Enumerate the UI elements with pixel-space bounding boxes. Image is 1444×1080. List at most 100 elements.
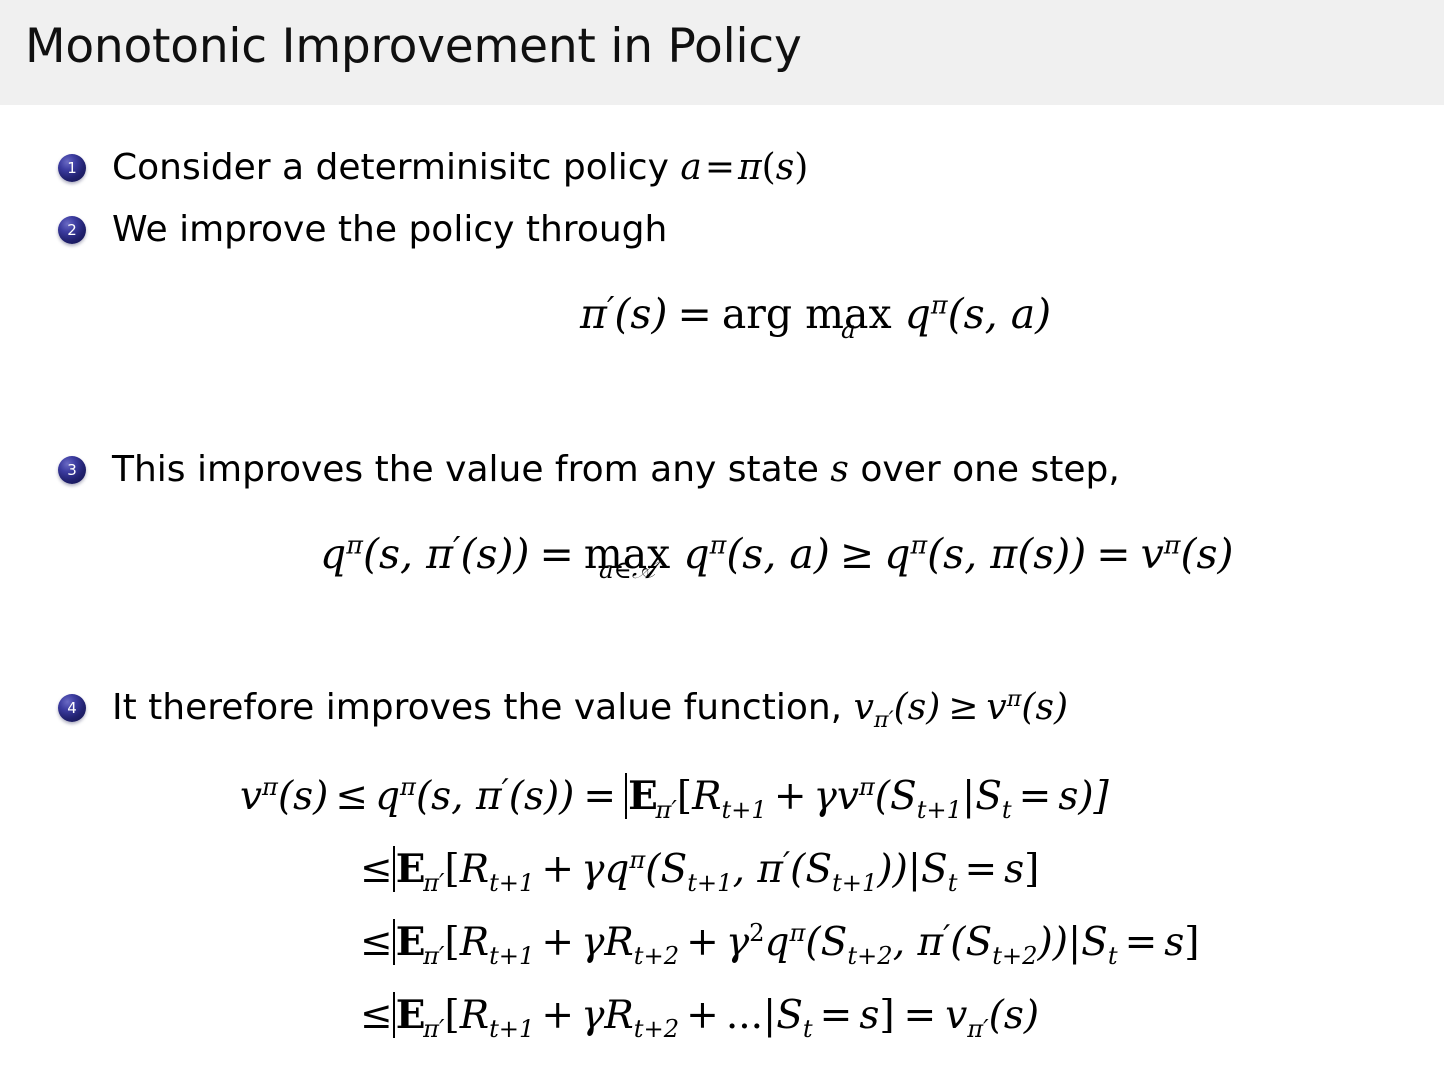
- d1-S1: S: [889, 774, 917, 819]
- d3-plus1: +: [541, 920, 575, 965]
- d3-open: (: [805, 920, 821, 965]
- eq1-equals: =: [677, 290, 712, 339]
- list-item: 1 Consider a determinisitc policy a=π(s): [58, 145, 808, 191]
- d3-lbrack: [: [444, 920, 460, 965]
- eq1-rparen: ): [651, 290, 668, 339]
- d1-v-sup-pi: π: [262, 773, 278, 801]
- list-item: 2 We improve the policy through: [58, 207, 667, 253]
- d4-v-sub-pi: π: [967, 1014, 984, 1043]
- d4-v: v: [945, 993, 968, 1038]
- deriv-line-3: ≤Eπ′[Rt+1 + γRt+2 + γ2qπ(St+2, π′(St+2))|St =…: [360, 919, 1199, 968]
- eq2-v-superscript-pi: π: [1163, 529, 1181, 560]
- d1-S2: S: [975, 774, 1002, 819]
- eq1-q-args: (s, a): [947, 290, 1052, 339]
- d1-pi: π: [475, 774, 502, 819]
- d1-plus: +: [773, 774, 807, 819]
- d3-equals: =: [1124, 920, 1158, 965]
- d2-expectation-icon: E: [392, 846, 425, 892]
- bullet-4-s1: s: [907, 687, 927, 728]
- d3-S3: S: [1081, 920, 1108, 965]
- bullet-4-v1-subscript: π′: [873, 707, 894, 734]
- eq2-inner2: (s)): [1017, 530, 1087, 579]
- eq1-max-limit: a: [841, 315, 856, 345]
- d1-S2-sub: t: [1001, 795, 1012, 824]
- d1-R: R: [692, 774, 722, 819]
- d1-prime: ′: [501, 773, 509, 810]
- d1-q-sup-pi: π: [400, 773, 416, 801]
- eq2-q1: q: [320, 530, 347, 579]
- d1-equals2: =: [1018, 774, 1052, 819]
- d4-s: s: [859, 993, 880, 1038]
- eq1-prime: ′: [606, 290, 615, 328]
- eq2-geq: ≥: [839, 530, 875, 579]
- eq1-arg: arg: [721, 290, 793, 339]
- eq2-max-limit-in: ∈: [613, 555, 632, 585]
- d2-q: q: [604, 847, 630, 892]
- eq2-v: v: [1140, 530, 1164, 579]
- d1-s3: s: [523, 774, 544, 819]
- d4-exp-sub: π′: [423, 1015, 444, 1043]
- d3-S3-sub: t: [1107, 941, 1118, 970]
- d4-R2: R: [604, 993, 634, 1038]
- d3-close2: )): [1037, 920, 1068, 965]
- d4-R2-sub: t+2: [633, 1014, 680, 1043]
- d4-bar: |: [763, 993, 777, 1038]
- eq2-q1-superscript-pi: π: [346, 529, 363, 560]
- bullet-1-math-s: s: [775, 147, 795, 188]
- d1-gamma: γ: [813, 774, 837, 819]
- d3-S2-sub: t+2: [992, 941, 1038, 970]
- page-title: Monotonic Improvement in Policy: [25, 19, 802, 74]
- bullet-3-label-part2: over one step,: [860, 449, 1120, 490]
- d1-bar: |: [962, 774, 976, 819]
- d2-s: s: [1004, 847, 1025, 892]
- d1-s4: s: [1058, 774, 1079, 819]
- bullet-4-v2: v: [986, 687, 1007, 728]
- d2-lbrack: [: [444, 847, 460, 892]
- equation-policy-improvement-argmax: π′(s) = arg max a qπ(s, a): [580, 289, 1052, 344]
- eq2-inner: (s)): [460, 530, 530, 579]
- bullet-badge-1: 1: [58, 154, 86, 182]
- eq2-pi-plain: π: [990, 530, 1018, 579]
- bullet-1-label: Consider a determinisitc policy: [112, 147, 669, 188]
- d3-bar: |: [1067, 920, 1082, 965]
- d3-S2: S: [965, 920, 993, 965]
- list-item: 3 This improves the value from any state…: [58, 447, 1120, 493]
- bullet-4-label: It therefore improves the value function…: [112, 687, 843, 728]
- d2-S1: S: [660, 847, 688, 892]
- list-item-text-3: This improves the value from any state s…: [112, 447, 1120, 493]
- d3-leq: ≤: [360, 920, 393, 965]
- d4-ellipsis: ...: [725, 993, 764, 1038]
- d3-expectation-icon: E: [392, 919, 425, 965]
- d1-v-args: (s): [277, 774, 329, 819]
- d3-R1-sub: t+1: [489, 941, 535, 970]
- d3-q: q: [764, 920, 790, 965]
- d4-S: S: [776, 993, 803, 1038]
- eq1-q-superscript-pi: π: [930, 289, 948, 320]
- bullet-3-math-s: s: [830, 449, 849, 490]
- d4-exp-sub-prime: ′: [438, 1014, 445, 1043]
- bullet-4-geq: ≥: [948, 687, 979, 728]
- eq1-lparen: (: [614, 290, 631, 339]
- d1-expectation-icon: E: [625, 773, 658, 819]
- d1-exp-sub: π′: [655, 796, 676, 824]
- d4-equals2: =: [903, 993, 937, 1038]
- d4-plus2: +: [686, 993, 719, 1038]
- eq2-prime: ′: [453, 530, 461, 568]
- bullet-4-v1-args: (s): [893, 687, 941, 728]
- eq2-max-operator: max a∈𝒜: [584, 530, 670, 584]
- eq1-q: q: [904, 290, 931, 339]
- eq2-q2-superscript-pi: π: [709, 529, 727, 560]
- eq2-max-limit-A: 𝒜: [631, 555, 656, 585]
- d1-S1-sub: t+1: [916, 795, 963, 824]
- d4-equals1: =: [819, 993, 853, 1038]
- d4-plus1: +: [541, 993, 575, 1038]
- d2-S2-sub: t+1: [832, 868, 878, 897]
- d3-q-sup-pi: π: [789, 919, 806, 947]
- deriv-line-4: ≤Eπ′[Rt+1 + γRt+2 + ...|St = s] = vπ′(s): [360, 992, 1039, 1041]
- bullet-1-math-a: a: [680, 147, 702, 188]
- d3-R2: R: [604, 920, 634, 965]
- d4-R1: R: [459, 993, 490, 1038]
- d3-gamma2: γ: [725, 920, 750, 965]
- d3-comma: ,: [893, 920, 918, 965]
- list-item: 4 It therefore improves the value functi…: [58, 685, 1068, 731]
